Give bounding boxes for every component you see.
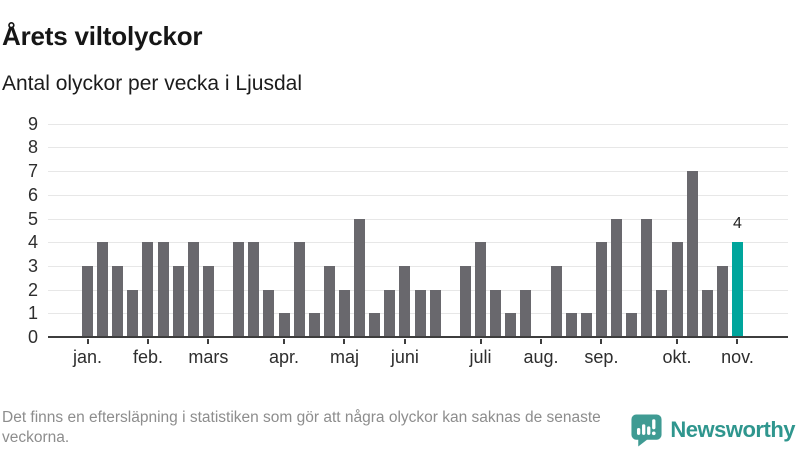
month-label: juli [469,347,492,367]
month-label: maj [329,347,359,367]
month-label: okt. [662,347,692,367]
gridline [48,194,788,196]
y-axis-label: 0 [27,327,38,347]
gridline [48,123,788,125]
month-label: mars [188,347,229,367]
highlighted-bar [731,242,743,336]
bar [550,265,562,336]
y-axis-label: 4 [27,232,38,253]
bar [520,289,532,336]
bar [565,313,577,336]
bar [490,289,502,336]
bar [641,218,653,336]
bar [505,313,517,336]
y-axis-label: 8 [27,137,38,158]
month-tick [676,339,679,344]
month-label: jan. [72,347,103,367]
month-tick [146,339,149,344]
bar [263,289,275,336]
bar [338,289,350,336]
newsworthy-logo-icon [630,413,663,447]
bar [323,265,335,336]
bar [459,265,471,336]
month-label: apr. [268,347,300,367]
bar [293,242,305,336]
bar [354,218,366,336]
month-tick [403,339,406,344]
bar [157,242,169,336]
gridline [48,171,788,173]
gridline [48,242,788,244]
bar [248,242,260,336]
y-axis-label: 1 [27,303,38,324]
bar [580,313,592,336]
month-tick [86,339,89,344]
footnote: Det finns en eftersläpning i statistiken… [2,409,601,447]
y-axis-label: 6 [27,184,38,205]
month-tick [539,339,542,344]
newsworthy-logo-text: Newsworthy [670,417,795,442]
bar [384,289,396,336]
bar [278,313,290,336]
bar [475,242,487,336]
bar [595,242,607,336]
bar [671,242,683,336]
bar [369,313,381,336]
bar-value-label: 4 [733,215,742,233]
y-axis-label: 2 [27,279,38,300]
bar [414,289,426,336]
month-tick [600,339,603,344]
gridline [48,218,788,220]
bar [611,218,623,336]
month-tick [207,339,210,344]
bar [656,289,668,336]
bar [127,289,139,336]
month-label: aug. [523,347,559,367]
chart-title: Årets viltolyckor [2,21,203,52]
month-tick [343,339,346,344]
bar [686,171,698,336]
chart-subtitle: Antal olyckor per vecka i Ljusdal [2,72,302,95]
month-label: feb. [132,347,163,367]
month-label: juni [390,347,419,367]
bar [187,242,199,336]
bar [626,313,638,336]
bar [97,242,109,336]
bar [701,289,713,336]
bar [142,242,154,336]
y-axis-label: 5 [27,208,38,229]
month-tick [479,339,482,344]
bar [202,265,214,336]
newsworthy-logo: Newsworthy [630,413,795,447]
month-tick [736,339,739,344]
gridline [48,265,788,267]
bar [112,265,124,336]
bar [429,289,441,336]
y-axis-label: 3 [27,255,38,276]
y-axis-label: 7 [27,161,38,182]
bar [399,265,411,336]
bar [308,313,320,336]
month-label: sep. [584,347,619,367]
gridline [48,147,788,149]
month-label: nov. [721,347,754,367]
month-tick [283,339,285,344]
bar [172,265,184,336]
bar [82,265,93,336]
bar [716,265,728,336]
bar [233,242,245,336]
x-axis-line [48,335,788,338]
y-axis-label: 9 [27,113,38,134]
